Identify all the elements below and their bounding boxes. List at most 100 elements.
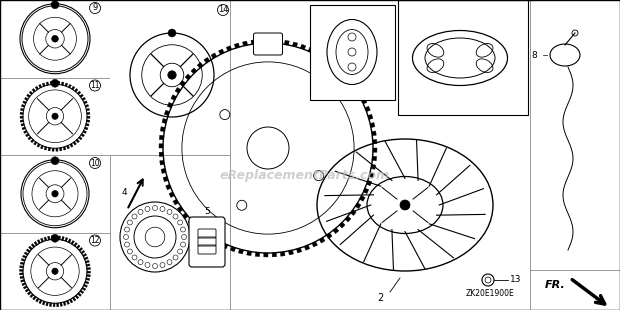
Polygon shape	[20, 120, 24, 122]
Polygon shape	[308, 47, 314, 53]
Polygon shape	[22, 104, 25, 107]
Polygon shape	[296, 248, 302, 253]
Polygon shape	[19, 269, 23, 271]
Polygon shape	[319, 237, 325, 243]
Polygon shape	[204, 57, 210, 63]
Polygon shape	[34, 241, 38, 245]
Polygon shape	[360, 196, 365, 201]
Polygon shape	[304, 245, 310, 250]
Polygon shape	[48, 148, 50, 151]
Polygon shape	[86, 260, 89, 263]
Bar	[310, 5, 395, 100]
Polygon shape	[87, 275, 91, 277]
Text: 13: 13	[510, 276, 521, 285]
FancyBboxPatch shape	[254, 33, 283, 55]
Polygon shape	[20, 266, 24, 268]
Polygon shape	[164, 110, 169, 116]
Polygon shape	[372, 156, 377, 161]
Polygon shape	[280, 252, 285, 256]
Polygon shape	[31, 244, 35, 247]
Polygon shape	[81, 250, 85, 254]
Polygon shape	[171, 95, 176, 100]
Polygon shape	[74, 242, 78, 246]
Polygon shape	[293, 42, 298, 47]
Polygon shape	[25, 97, 28, 100]
Polygon shape	[27, 94, 30, 97]
Text: 10: 10	[90, 158, 100, 167]
Polygon shape	[87, 271, 91, 273]
Polygon shape	[60, 148, 62, 151]
Polygon shape	[371, 164, 376, 169]
Polygon shape	[215, 240, 220, 245]
Polygon shape	[20, 262, 24, 265]
Polygon shape	[342, 71, 348, 77]
Polygon shape	[84, 284, 87, 287]
Polygon shape	[68, 84, 71, 88]
Bar	[110, 0, 230, 155]
Polygon shape	[71, 86, 75, 90]
Polygon shape	[74, 89, 78, 92]
Polygon shape	[28, 136, 32, 140]
Polygon shape	[35, 86, 38, 90]
Polygon shape	[251, 40, 255, 44]
Polygon shape	[264, 253, 268, 257]
Polygon shape	[81, 134, 84, 137]
Circle shape	[89, 2, 100, 14]
Polygon shape	[40, 238, 43, 242]
Polygon shape	[188, 219, 194, 225]
Polygon shape	[86, 264, 90, 266]
Circle shape	[89, 157, 100, 169]
Polygon shape	[373, 148, 377, 152]
Polygon shape	[73, 297, 76, 301]
Polygon shape	[173, 199, 179, 205]
Polygon shape	[87, 268, 91, 270]
Circle shape	[51, 234, 59, 242]
Polygon shape	[161, 168, 166, 174]
Polygon shape	[78, 293, 81, 296]
Polygon shape	[230, 246, 236, 252]
Polygon shape	[211, 53, 217, 59]
Text: FR.: FR.	[544, 280, 565, 290]
Polygon shape	[336, 65, 342, 71]
Circle shape	[52, 268, 58, 274]
Circle shape	[52, 191, 58, 197]
Circle shape	[89, 235, 100, 246]
Circle shape	[168, 29, 176, 37]
Polygon shape	[54, 81, 56, 84]
Polygon shape	[85, 104, 89, 107]
Bar	[398, 0, 528, 115]
Polygon shape	[87, 120, 90, 122]
Polygon shape	[66, 145, 69, 149]
Polygon shape	[159, 152, 163, 157]
Text: 3: 3	[314, 46, 320, 55]
Polygon shape	[76, 139, 79, 143]
Polygon shape	[84, 257, 88, 260]
Text: 12: 12	[91, 236, 100, 245]
Polygon shape	[65, 83, 68, 86]
Polygon shape	[370, 122, 375, 127]
Polygon shape	[42, 83, 45, 86]
Polygon shape	[83, 131, 86, 134]
Polygon shape	[75, 295, 79, 299]
Polygon shape	[366, 180, 371, 186]
Polygon shape	[38, 84, 42, 88]
Circle shape	[218, 5, 229, 16]
Polygon shape	[82, 254, 87, 257]
Polygon shape	[223, 243, 228, 249]
Polygon shape	[348, 77, 353, 83]
Polygon shape	[44, 237, 46, 241]
Text: 8: 8	[531, 51, 537, 60]
Polygon shape	[87, 116, 90, 118]
Polygon shape	[301, 44, 306, 50]
Circle shape	[51, 35, 58, 42]
FancyBboxPatch shape	[189, 217, 225, 267]
Circle shape	[51, 79, 59, 87]
Polygon shape	[25, 289, 29, 292]
Polygon shape	[87, 112, 90, 114]
Polygon shape	[288, 250, 293, 255]
Polygon shape	[46, 302, 48, 306]
Polygon shape	[20, 112, 23, 114]
Polygon shape	[185, 74, 191, 80]
Polygon shape	[323, 55, 329, 61]
Polygon shape	[166, 184, 171, 190]
